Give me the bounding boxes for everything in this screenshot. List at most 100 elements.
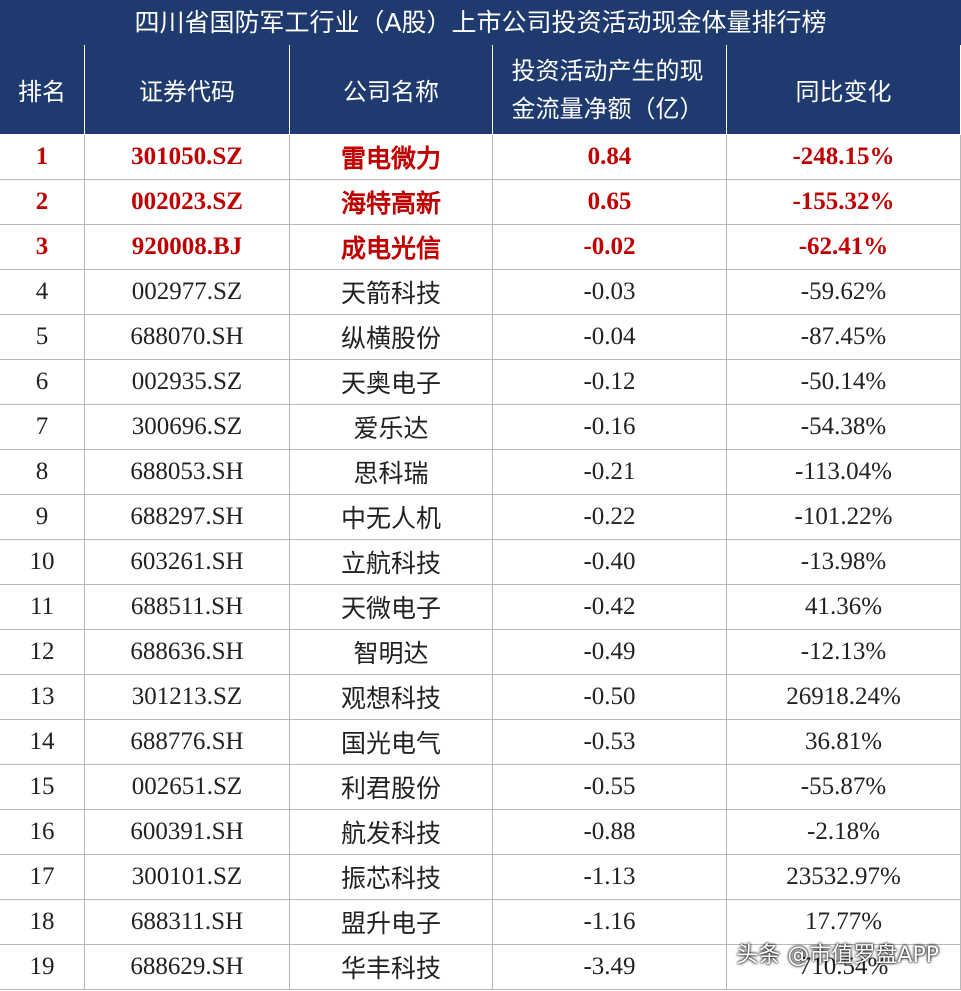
table-row: 3 920008.BJ 成电光信 -0.02 -62.41% — [0, 225, 961, 270]
table-cell: 41.36% — [727, 585, 961, 630]
table-cell: -50.14% — [727, 360, 961, 405]
table-row: 17 300101.SZ 振芯科技 -1.13 23532.97% — [0, 855, 961, 900]
table-cell: 8 — [0, 450, 85, 495]
table-cell: -0.40 — [493, 540, 727, 585]
table-cell: 688053.SH — [85, 450, 290, 495]
table-cell: 5 — [0, 315, 85, 360]
table-cell: 7 — [0, 405, 85, 450]
table-row: 5 688070.SH 纵横股份 -0.04 -87.45% — [0, 315, 961, 360]
table-cell: 9 — [0, 495, 85, 540]
table-cell: -0.03 — [493, 270, 727, 315]
table-cell: 688636.SH — [85, 630, 290, 675]
table-cell: 002977.SZ — [85, 270, 290, 315]
table-cell: -0.53 — [493, 720, 727, 765]
table-cell: 华丰科技 — [290, 945, 493, 990]
table-cell: 观想科技 — [290, 675, 493, 720]
table-row: 1 301050.SZ 雷电微力 0.84 -248.15% — [0, 135, 961, 180]
table-cell: -12.13% — [727, 630, 961, 675]
header-cell: 排名 — [0, 45, 85, 135]
table-cell: 18 — [0, 900, 85, 945]
table-cell: 雷电微力 — [290, 135, 493, 180]
table-cell: 688629.SH — [85, 945, 290, 990]
table-cell: -0.49 — [493, 630, 727, 675]
table-cell: 海特高新 — [290, 180, 493, 225]
table-cell: 中无人机 — [290, 495, 493, 540]
table-cell: 思科瑞 — [290, 450, 493, 495]
table-cell: -0.22 — [493, 495, 727, 540]
table-cell: 002023.SZ — [85, 180, 290, 225]
table-cell: 26918.24% — [727, 675, 961, 720]
table-cell: 688297.SH — [85, 495, 290, 540]
table-cell: -155.32% — [727, 180, 961, 225]
table-cell: 301050.SZ — [85, 135, 290, 180]
table-cell: -0.16 — [493, 405, 727, 450]
table-cell: 智明达 — [290, 630, 493, 675]
header-text: 证券代码 — [139, 78, 235, 106]
table-cell: 天奥电子 — [290, 360, 493, 405]
table-cell: 688070.SH — [85, 315, 290, 360]
table-cell: -87.45% — [727, 315, 961, 360]
table-cell: -62.41% — [727, 225, 961, 270]
table-cell: -2.18% — [727, 810, 961, 855]
table-cell: 710.54% — [727, 945, 961, 990]
table-cell: -54.38% — [727, 405, 961, 450]
table-cell: -0.21 — [493, 450, 727, 495]
table-cell: 688511.SH — [85, 585, 290, 630]
watermark: 头条 @市值罗盘APP — [736, 943, 939, 968]
table-row: 13 301213.SZ 观想科技 -0.50 26918.24% — [0, 675, 961, 720]
table-row: 7 300696.SZ 爱乐达 -0.16 -54.38% — [0, 405, 961, 450]
table-cell: -59.62% — [727, 270, 961, 315]
table-cell: 688311.SH — [85, 900, 290, 945]
table-cell: -1.16 — [493, 900, 727, 945]
table-cell: 天箭科技 — [290, 270, 493, 315]
table-cell: -0.50 — [493, 675, 727, 720]
table-cell: 4 — [0, 270, 85, 315]
header-text: 投资活动产生的现金流量净额（亿） — [511, 56, 704, 123]
table-cell: -13.98% — [727, 540, 961, 585]
header-cell: 公司名称 — [290, 45, 493, 135]
table-cell: 002935.SZ — [85, 360, 290, 405]
table-row: 14 688776.SH 国光电气 -0.53 36.81% — [0, 720, 961, 765]
table-cell: 爱乐达 — [290, 405, 493, 450]
table-cell: -0.42 — [493, 585, 727, 630]
table-cell: 0.65 — [493, 180, 727, 225]
table-row: 2 002023.SZ 海特高新 0.65 -155.32% — [0, 180, 961, 225]
table-cell: 14 — [0, 720, 85, 765]
table-row: 4 002977.SZ 天箭科技 -0.03 -59.62% — [0, 270, 961, 315]
header-text: 公司名称 — [343, 78, 439, 106]
table-cell: 300696.SZ — [85, 405, 290, 450]
table-cell: -113.04% — [727, 450, 961, 495]
table-cell: 3 — [0, 225, 85, 270]
table-cell: -1.13 — [493, 855, 727, 900]
table-cell: -3.49 — [493, 945, 727, 990]
table-row: 6 002935.SZ 天奥电子 -0.12 -50.14% — [0, 360, 961, 405]
table-row: 15 002651.SZ 利君股份 -0.55 -55.87% — [0, 765, 961, 810]
table-cell: 10 — [0, 540, 85, 585]
table-cell: 23532.97% — [727, 855, 961, 900]
table-cell: 603261.SH — [85, 540, 290, 585]
table-cell: -0.04 — [493, 315, 727, 360]
table-cell: 301213.SZ — [85, 675, 290, 720]
table-row: 16 600391.SH 航发科技 -0.88 -2.18% — [0, 810, 961, 855]
header-cell: 证券代码 — [85, 45, 290, 135]
table-cell: 17 — [0, 855, 85, 900]
table-title: 四川省国防军工行业（A股）上市公司投资活动现金体量排行榜 — [0, 0, 961, 45]
table-row: 10 603261.SH 立航科技 -0.40 -13.98% — [0, 540, 961, 585]
table-row: 8 688053.SH 思科瑞 -0.21 -113.04% — [0, 450, 961, 495]
table-cell: -0.12 — [493, 360, 727, 405]
table-cell: 航发科技 — [290, 810, 493, 855]
table-row: 19 688629.SH 华丰科技 -3.49 710.54% — [0, 945, 961, 990]
header-cell: 投资活动产生的现金流量净额（亿） — [493, 45, 727, 135]
table: 排名 证券代码 公司名称 投资活动产生的现金流量净额（亿） 同比变化 1 301050.SZ… — [0, 45, 961, 990]
table-cell: 纵横股份 — [290, 315, 493, 360]
table-cell: 688776.SH — [85, 720, 290, 765]
table-cell: 12 — [0, 630, 85, 675]
table-row: 18 688311.SH 盟升电子 -1.16 17.77% — [0, 900, 961, 945]
table-cell: 6 — [0, 360, 85, 405]
table-cell: -0.02 — [493, 225, 727, 270]
table-cell: 2 — [0, 180, 85, 225]
table-cell: 300101.SZ — [85, 855, 290, 900]
table-row: 9 688297.SH 中无人机 -0.22 -101.22% — [0, 495, 961, 540]
table-row: 12 688636.SH 智明达 -0.49 -12.13% — [0, 630, 961, 675]
